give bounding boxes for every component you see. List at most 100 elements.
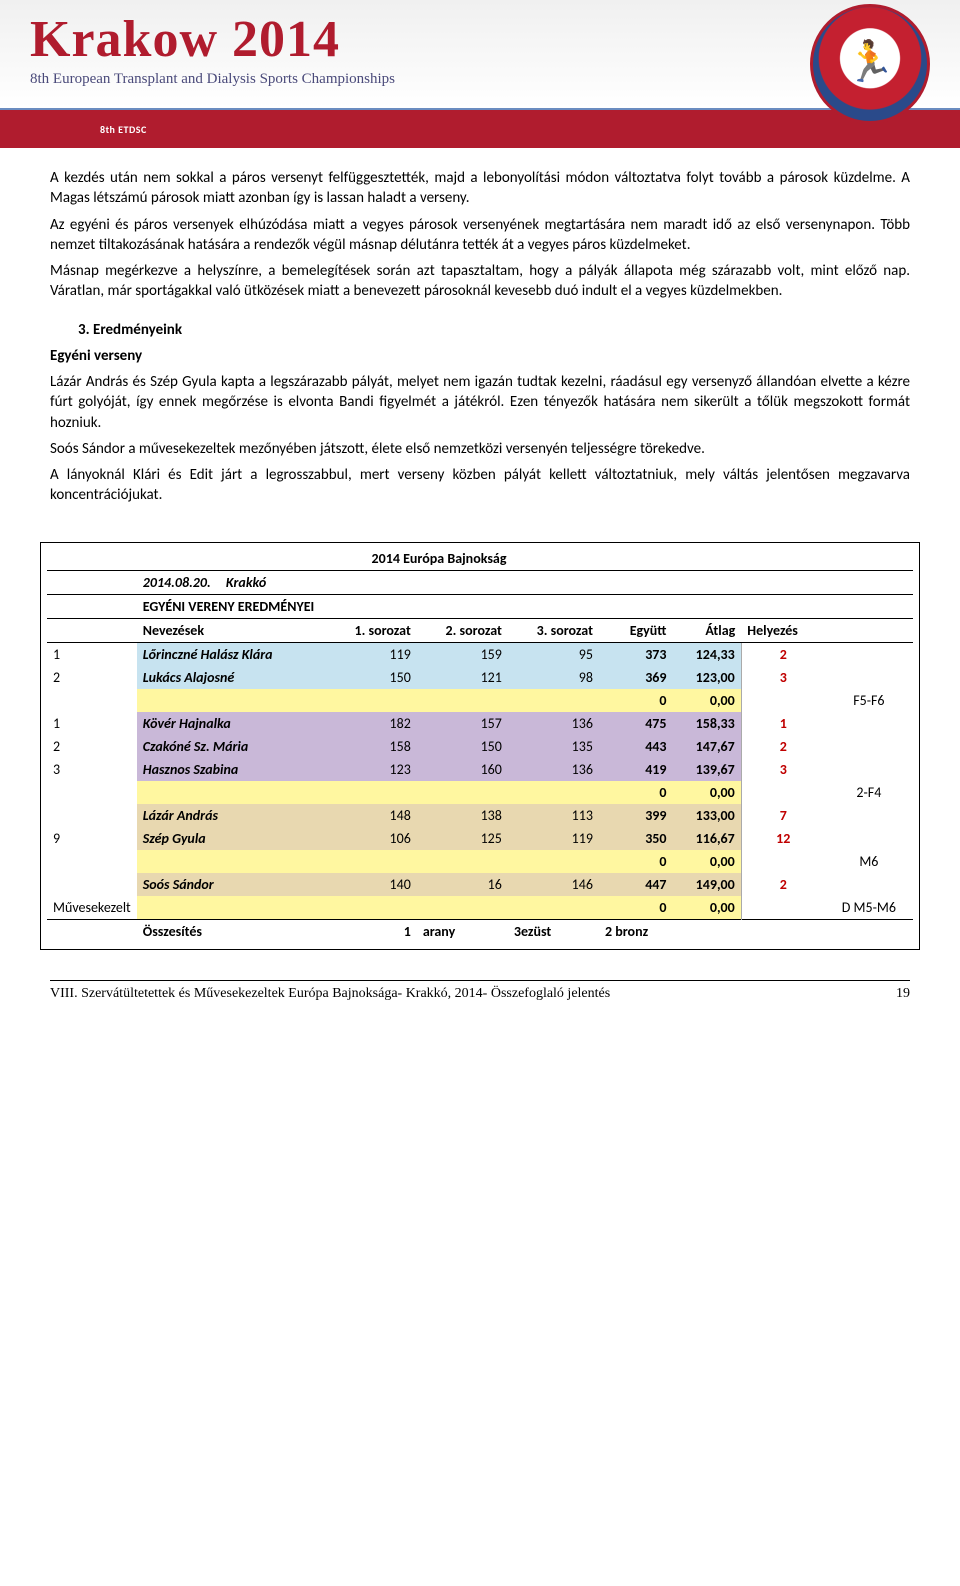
avg-value: 147,67 — [673, 735, 742, 758]
table-subtitle: EGYÉNI VERENY EREDMÉNYEI — [137, 594, 508, 618]
placement: 2 — [741, 873, 824, 896]
silver-label: ezüst — [521, 923, 551, 940]
sum-value: 443 — [599, 735, 673, 758]
series3-value: 136 — [508, 712, 599, 735]
event-logo: 🏃 — [810, 4, 930, 124]
zero-avg: 0,00 — [673, 781, 742, 804]
avg-value: 116,67 — [673, 827, 742, 850]
col-sorozat1: 1. sorozat — [326, 618, 417, 642]
sum-value: 447 — [599, 873, 673, 896]
paragraph: A kezdés után nem sokkal a páros verseny… — [50, 168, 910, 209]
category-cell: 2-F4 — [825, 712, 913, 804]
event-subtitle: 8th European Transplant and Dialysis Spo… — [30, 71, 940, 88]
sum-value: 373 — [599, 642, 673, 666]
row-index: 1 — [47, 712, 137, 735]
series1-value: 106 — [326, 827, 417, 850]
avg-value: 139,67 — [673, 758, 742, 781]
footer-rule — [50, 980, 910, 981]
table-location: Krakkó — [214, 574, 266, 591]
row-index: 3 — [47, 758, 137, 781]
foot-label: Művesekezelt — [47, 873, 137, 920]
placement: 3 — [741, 758, 824, 781]
table-row: 3Hasznos Szabina123160136419139,673 — [47, 758, 913, 781]
avg-value: 149,00 — [673, 873, 742, 896]
col-sorozat3: 3. sorozat — [508, 618, 599, 642]
row-index: 2 — [47, 735, 137, 758]
summary-label: Összesítés — [137, 919, 326, 943]
section-number: 3. — [78, 321, 90, 339]
sum-value: 419 — [599, 758, 673, 781]
summary-row: Összesítés 1 arany 3ezüst 2 bronz — [47, 919, 913, 943]
series2-value: 16 — [417, 873, 508, 896]
zero-sum: 0 — [599, 850, 673, 873]
placement: 2 — [741, 642, 824, 666]
series2-value: 150 — [417, 735, 508, 758]
bronze-label: bronz — [615, 923, 648, 940]
series3-value: 113 — [508, 804, 599, 827]
series1-value: 119 — [326, 642, 417, 666]
series3-value: 119 — [508, 827, 599, 850]
placement: 7 — [741, 804, 824, 827]
athlete-name: Szép Gyula — [137, 827, 326, 850]
series2-value: 138 — [417, 804, 508, 827]
athlete-name: Lázár András — [137, 804, 326, 827]
page-number: 19 — [896, 986, 910, 1002]
category-cell: M6 — [825, 804, 913, 873]
athlete-name: Lőrinczné Halász Klára — [137, 642, 326, 666]
series1-value: 123 — [326, 758, 417, 781]
table-row: MűvesekezeltSoós Sándor14016146447149,00… — [47, 873, 913, 896]
zero-sum: 0 — [599, 689, 673, 712]
series1-value: 182 — [326, 712, 417, 735]
table-title-row: 2014 Európa Bajnokság — [47, 547, 913, 571]
header-bar: 8th ETDSC — [0, 110, 960, 148]
section-title: Eredményeink — [93, 321, 182, 339]
series3-value: 135 — [508, 735, 599, 758]
athlete-name: Kövér Hajnalka — [137, 712, 326, 735]
zero-avg: 0,00 — [673, 850, 742, 873]
section-heading: 3. Eredményeink — [78, 320, 910, 340]
zero-sum: 0 — [599, 781, 673, 804]
zero-avg: 0,00 — [673, 689, 742, 712]
sum-value: 350 — [599, 827, 673, 850]
row-index: 2 — [47, 666, 137, 689]
paragraph: Az egyéni és páros versenyek elhúzódása … — [50, 215, 910, 256]
row-index: 1 — [47, 642, 137, 666]
table-row: 9Szép Gyula106125119350116,6712 — [47, 827, 913, 850]
series2-value: 121 — [417, 666, 508, 689]
table-row: 2Czakóné Sz. Mária158150135443147,672 — [47, 735, 913, 758]
row-index: 9 — [47, 827, 137, 850]
avg-value: 123,00 — [673, 666, 742, 689]
paragraph: Másnap megérkezve a helyszínre, a bemele… — [50, 261, 910, 302]
table-subtitle-row: EGYÉNI VERENY EREDMÉNYEI — [47, 594, 913, 618]
placement: 3 — [741, 666, 824, 689]
bronze-count: 2 — [605, 923, 612, 940]
header-banner: Krakow 2014 8th European Transplant and … — [0, 0, 960, 148]
table-row: 1Kövér Hajnalka182157136475158,3312-F4 — [47, 712, 913, 735]
event-title: Krakow 2014 — [30, 10, 940, 69]
avg-value: 124,33 — [673, 642, 742, 666]
avg-value: 133,00 — [673, 804, 742, 827]
zero-row: 00,00 — [47, 781, 913, 804]
body-content: A kezdés után nem sokkal a páros verseny… — [0, 148, 960, 522]
gold-count: 1 — [404, 923, 411, 940]
category-cell: D M5-M6 — [825, 873, 913, 920]
header-bar-text: 8th ETDSC — [100, 123, 147, 136]
series1-value: 148 — [326, 804, 417, 827]
table-header-row: Nevezések 1. sorozat 2. sorozat 3. soroz… — [47, 618, 913, 642]
col-nevezesek: Nevezések — [137, 618, 326, 642]
series3-value: 146 — [508, 873, 599, 896]
category-cell: F5-F6 — [825, 642, 913, 712]
table-date: 2014.08.20. — [143, 574, 211, 591]
paragraph: Lázár András és Szép Gyula kapta a legsz… — [50, 372, 910, 433]
series3-value: 136 — [508, 758, 599, 781]
zero-row: 00,00 — [47, 896, 913, 920]
sub-heading: Egyéni verseny — [50, 346, 910, 366]
athlete-name: Soós Sándor — [137, 873, 326, 896]
series2-value: 157 — [417, 712, 508, 735]
zero-row: 00,00 — [47, 689, 913, 712]
series2-value: 160 — [417, 758, 508, 781]
col-egyutt: Együtt — [599, 618, 673, 642]
placement: 1 — [741, 712, 824, 735]
row-index — [47, 804, 137, 827]
series2-value: 159 — [417, 642, 508, 666]
